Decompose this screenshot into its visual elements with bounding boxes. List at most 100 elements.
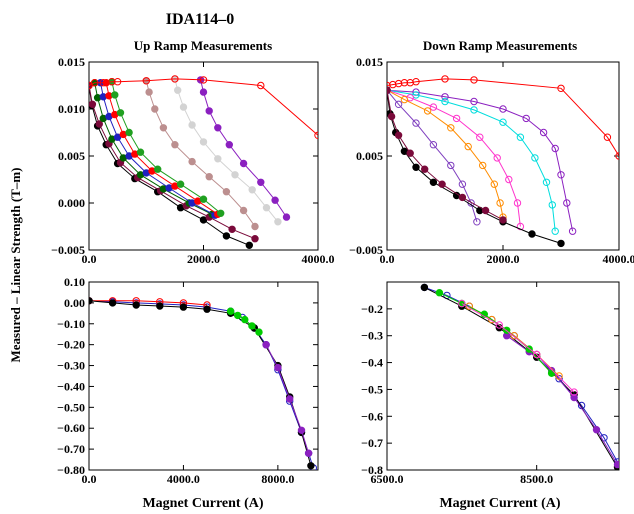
y-tick-label: −0.005 [51,243,85,257]
data-point [412,119,420,127]
data-point [488,315,496,324]
data-point [222,188,231,196]
data-point [387,81,391,90]
data-point [479,161,487,170]
data-point [248,322,256,330]
data-point [271,196,279,204]
data-point [116,109,125,117]
data-point [159,124,168,132]
data-point [499,105,507,113]
series-line [145,80,256,227]
data-point [89,81,93,90]
data-point [262,204,271,212]
data-point [505,175,513,184]
y-tick-label: 0.010 [58,102,85,116]
series-line [89,300,312,466]
y-tick-label: −0.80 [57,463,85,477]
series-line [387,89,574,232]
x-axis-label: Magnet Current (A) [439,496,560,511]
data-point [423,107,432,115]
y-tick-label: 0.000 [58,196,85,210]
data-point [274,363,282,372]
data-point [438,180,446,188]
data-point [412,163,420,172]
data-point [125,128,133,137]
data-point [476,133,484,141]
data-point [179,303,188,311]
data-point [452,114,461,123]
data-point [615,152,619,160]
x-tick-label: 8500.0 [520,472,553,486]
data-point [228,225,236,234]
data-point [214,124,222,132]
data-point [429,141,438,149]
data-point [234,311,242,320]
data-point [188,157,196,166]
series-line [387,90,504,221]
data-point [557,84,565,93]
data-point [176,180,185,188]
series-group [89,75,318,250]
series-line [387,89,521,227]
y-tick-label: 0.015 [356,55,383,69]
x-tick-label: 0.0 [380,252,395,266]
y-tick-label: 0.005 [356,149,383,163]
y-tick-label: −0.3 [361,329,383,343]
data-point [286,395,294,403]
data-point [387,86,391,94]
series-group [420,283,619,470]
series-line [387,78,619,157]
data-point [154,165,162,173]
data-point [470,106,478,114]
x-tick-label: 4000.0 [167,472,200,486]
data-point [496,199,504,207]
data-point [214,155,222,163]
data-point [522,114,530,123]
series-line [424,286,618,463]
y-tick-label: 0.015 [58,55,85,69]
data-point [551,227,559,235]
data-point [274,218,282,226]
y-tick-label: −0.7 [361,436,383,450]
data-point [217,209,225,218]
data-point [429,178,438,187]
down-ramp-bottom-panel: Magnet Current (A) 6500.0 8500.0 −0.2 −0.3 −… [361,281,620,511]
y-tick-label: 0.005 [58,149,85,163]
y-tick-label: −0.20 [57,338,85,352]
panel-title: Down Ramp Measurements [423,38,577,53]
data-point [406,149,414,157]
data-point [145,88,153,96]
data-point [464,142,472,151]
data-point [539,128,548,137]
data-point [470,97,478,106]
data-point [199,76,208,84]
data-point [441,93,449,101]
data-point [412,78,420,86]
data-point [179,103,188,111]
data-point [251,235,259,243]
y-tick-label: −0.6 [361,409,383,423]
data-point [568,227,577,235]
data-point [226,307,235,315]
data-point [91,79,99,87]
y-tick-label: −0.10 [57,317,85,331]
y-tick-label: −0.005 [349,243,383,257]
y-tick-label: 0.00 [64,296,85,310]
data-point [555,372,563,380]
series-line [174,78,279,223]
data-point [458,299,466,308]
data-point [551,144,559,153]
y-tick-label: −0.40 [57,379,85,393]
series-group [387,75,619,248]
data-point [262,341,270,349]
data-point [513,199,522,207]
data-point [142,77,151,85]
data-point [473,218,481,226]
data-point [435,289,444,297]
data-point [458,180,467,188]
x-tick-label: 4000.0 [302,252,335,266]
y-tick-label: −0.50 [57,400,85,414]
data-point [257,178,265,187]
data-point [203,305,211,313]
y-tick-label: −0.8 [361,463,383,477]
